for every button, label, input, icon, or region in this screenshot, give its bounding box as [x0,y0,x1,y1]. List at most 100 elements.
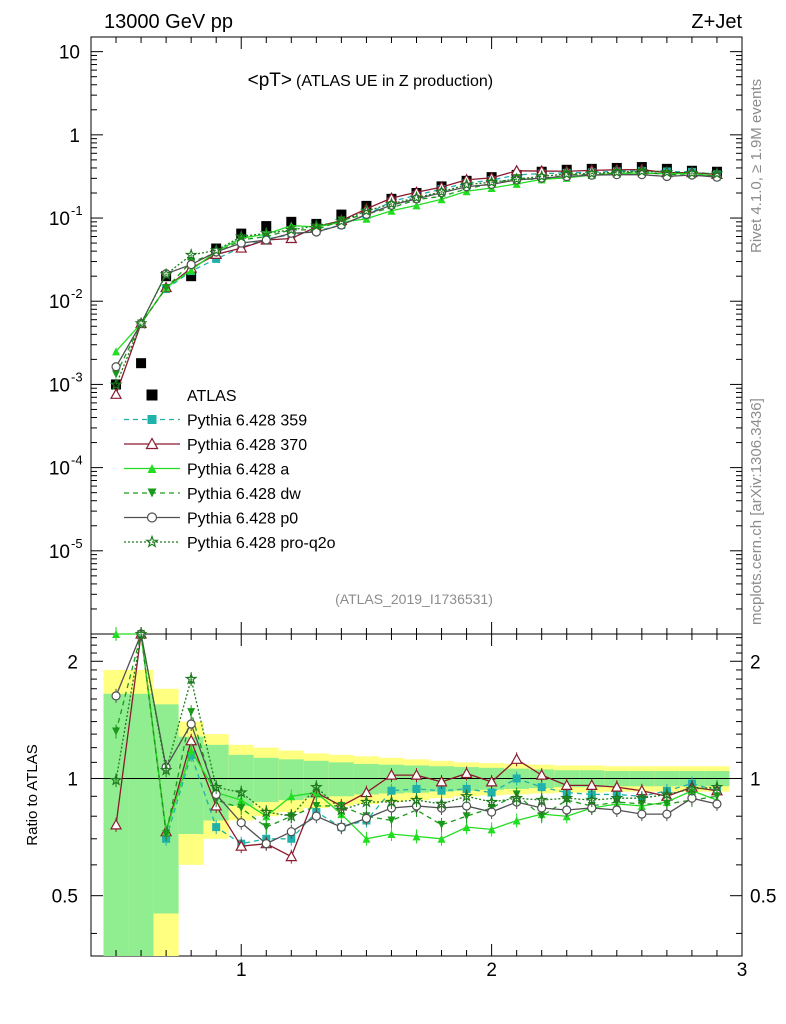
series-marker-ratio [612,805,622,815]
series-marker-ratio [585,793,599,806]
x-tick-label: 3 [737,960,748,981]
series-marker-main [485,175,499,188]
y-tick-label-exponent: -1 [71,203,83,218]
series-marker-main [685,166,699,179]
header-right: Z+Jet [691,11,742,33]
legend-marker [147,464,157,473]
series-marker-ratio [662,799,671,808]
y-tick-label: 10 [49,375,70,396]
series-marker-ratio [387,786,396,795]
series-marker-main [111,362,121,372]
y-tick-label-exponent: -3 [71,369,83,384]
series-marker-main [134,316,148,329]
series-marker-main [259,226,273,239]
legend-marker [146,512,158,523]
x-tick-label: 2 [486,960,497,981]
series-marker-ratio [387,816,396,825]
series-marker-ratio [637,809,647,819]
series-marker-main [162,284,171,293]
series-marker-ratio [387,830,396,839]
series-marker-ratio [537,812,546,821]
series-marker-main [334,214,348,227]
ratio-band-green [253,757,279,803]
y-tick-label-exponent: -5 [71,536,83,551]
series-marker-main [460,177,473,191]
series-marker-ratio [412,784,421,793]
series-marker-main [535,169,549,182]
y-tick-label: 10 [49,459,70,480]
series-marker-main [384,197,398,210]
series-marker-ratio [284,809,298,822]
series-marker-ratio [535,793,549,806]
series-marker-ratio [287,834,296,843]
series-marker-ratio [712,792,721,801]
mcplots-label: mcplots.cern.ch [arXiv:1306.3436] [748,398,765,625]
series-marker-ratio [209,780,223,793]
series-marker-ratio [562,805,572,815]
legend-marker [147,488,157,498]
series-marker-main [409,190,424,204]
series-marker-ratio [485,775,498,787]
series-marker-main [510,172,524,185]
series-marker-ratio [186,719,196,729]
y-tick-label: 1 [69,126,80,147]
series-marker-main [109,377,123,391]
legend-marker [145,534,159,548]
x-tick-label: 1 [236,960,247,981]
series-marker-ratio [309,780,323,793]
series-marker-ratio [460,789,474,802]
series-marker-ratio [236,818,246,828]
series-marker-ratio [512,816,521,825]
y-tick-label-exponent: -2 [71,286,83,301]
series-marker-ratio [410,768,423,780]
y-tick-label: 10 [59,43,80,64]
series-marker-main [112,347,121,356]
series-marker-ratio [359,795,373,808]
series-marker-ratio [635,791,649,804]
series-marker-ratio [336,822,346,832]
series-marker-ratio [212,823,221,832]
ratio-series [109,627,724,864]
series-marker-ratio [462,823,471,832]
series-marker-ratio [362,834,371,843]
series-marker-main [610,165,624,178]
main-series [109,162,724,399]
series-marker-ratio [435,797,449,810]
series-marker-ratio [437,820,446,829]
series-marker-main [660,165,674,178]
series-marker-ratio [385,768,398,780]
ratio-y-tick-label-right: 0.5 [750,887,776,908]
legend-marker [145,437,159,450]
series-marker-main [710,166,724,180]
analysis-tag: (ATLAS_2019_I1736531) [335,591,493,607]
y-tick-label: 10 [49,292,70,313]
y-tick-label-exponent: -4 [71,453,83,468]
series-marker-main [435,185,449,198]
series-marker-ratio [535,768,548,780]
series-marker-ratio [409,793,424,806]
series-marker-ratio [485,795,499,808]
series-marker-ratio [585,779,598,790]
series-marker-main [234,229,248,243]
series-marker-ratio [234,785,248,799]
series-marker-main [285,232,298,244]
ratio-uncertainty-bands [103,669,730,956]
series-marker-ratio [184,672,198,685]
series-marker-ratio [560,779,573,790]
data-point-atlas [186,271,197,282]
ratio-y-tick-label-right: 1 [750,769,761,790]
series-marker-ratio [510,753,523,764]
series-marker-ratio [437,786,446,795]
series-marker-ratio [235,839,248,851]
data-point-atlas [236,228,247,239]
series-marker-ratio [712,799,722,809]
series-marker-ratio [662,809,672,819]
series-marker-ratio [361,813,372,823]
data-point-atlas [136,358,147,369]
series-marker-ratio [487,825,496,834]
series-marker-ratio [560,791,574,804]
series-marker-main [159,267,173,281]
series-marker-ratio [111,691,121,701]
series-marker-ratio [159,763,173,776]
series-marker-ratio [384,795,398,808]
